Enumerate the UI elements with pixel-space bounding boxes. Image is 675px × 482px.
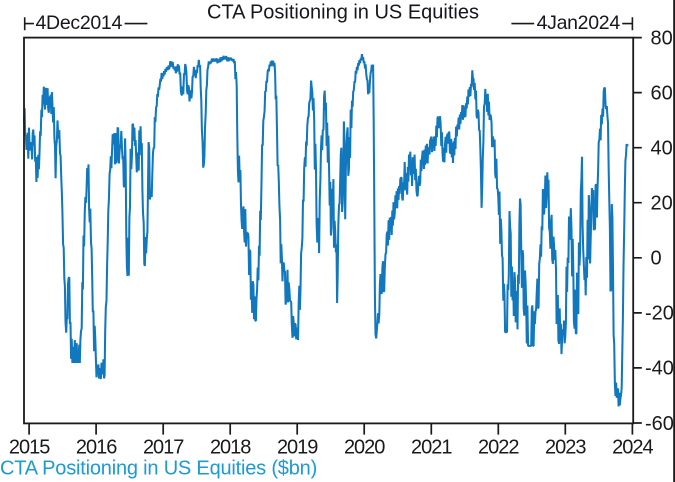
- svg-text:4Dec2014: 4Dec2014: [36, 12, 123, 34]
- svg-text:-60: -60: [645, 413, 674, 435]
- svg-text:80: 80: [651, 27, 673, 49]
- svg-text:2024: 2024: [612, 437, 653, 459]
- svg-text:20: 20: [651, 193, 673, 215]
- svg-text:2021: 2021: [411, 437, 452, 459]
- svg-text:2016: 2016: [76, 437, 117, 459]
- svg-text:-40: -40: [645, 358, 674, 380]
- svg-text:2019: 2019: [277, 437, 318, 459]
- svg-text:60: 60: [651, 82, 673, 104]
- svg-text:CTA Positioning in US Equities: CTA Positioning in US Equities: [207, 2, 479, 24]
- svg-text:2017: 2017: [143, 437, 184, 459]
- svg-text:0: 0: [651, 248, 662, 270]
- svg-text:2023: 2023: [545, 437, 586, 459]
- svg-text:CTA Positioning in US Equities: CTA Positioning in US Equities ($bn): [0, 458, 317, 480]
- svg-text:2018: 2018: [210, 437, 251, 459]
- svg-text:-20: -20: [645, 303, 674, 325]
- svg-text:2015: 2015: [9, 437, 50, 459]
- svg-text:2022: 2022: [478, 437, 519, 459]
- svg-text:2020: 2020: [344, 437, 385, 459]
- svg-text:4Jan2024: 4Jan2024: [537, 12, 621, 34]
- svg-text:40: 40: [651, 138, 673, 160]
